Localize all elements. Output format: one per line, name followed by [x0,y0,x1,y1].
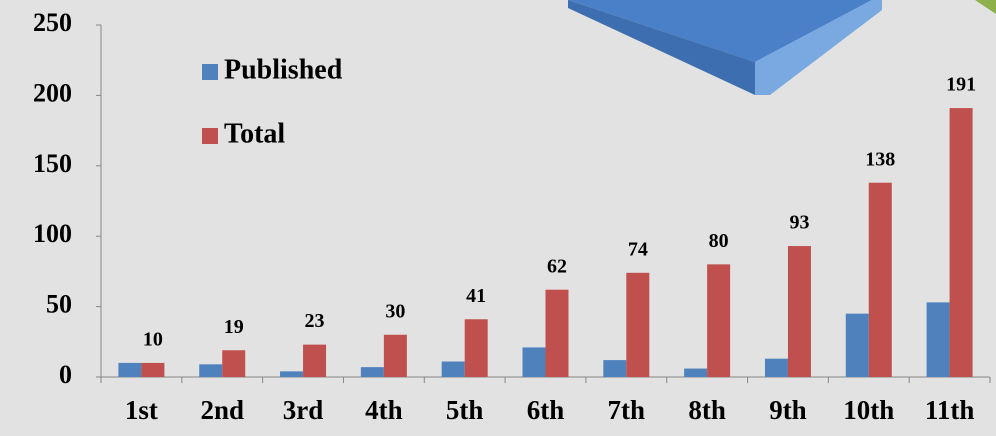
bar [765,359,788,377]
x-tick-label: 11th [925,395,975,425]
bar [684,369,707,377]
legend-swatch [202,128,218,144]
bar [546,290,569,377]
value-label: 138 [865,148,895,170]
bar [361,367,384,377]
value-label: 62 [547,255,567,277]
bar [303,345,326,377]
y-tick-label: 0 [59,360,72,389]
bar [465,319,488,377]
x-tick-label: 9th [769,395,807,425]
value-label: 10 [143,329,163,351]
bar [626,273,649,377]
x-tick-label: 5th [446,395,484,425]
y-tick-label: 100 [33,219,72,248]
value-label: 30 [385,300,405,322]
legend-swatch [202,64,218,80]
value-label: 19 [224,316,244,338]
x-tick-label: 6th [527,395,565,425]
x-tick-label: 4th [365,395,403,425]
y-tick-label: 250 [33,8,72,37]
bar [603,360,626,377]
y-tick-label: 50 [46,290,72,319]
x-tick-label: 7th [608,395,646,425]
bar [141,363,164,377]
legend-label: Total [224,118,285,149]
legend-label: Published [224,54,343,85]
chart: 0 50 100 150 200 250 1st 10 2nd 19 3rd 23 4th 30 5th 41… [0,0,996,436]
value-label: 23 [305,310,325,332]
x-tick-label: 10th [843,395,894,425]
value-label: 80 [709,230,729,252]
x-tick-label: 3rd [283,395,324,425]
value-label: 74 [628,238,648,260]
y-tick-label: 200 [33,78,72,107]
bar [118,363,141,377]
x-tick-label: 2nd [200,395,244,425]
y-tick-label: 150 [33,149,72,178]
bar [788,246,811,377]
bar [707,264,730,377]
bar [846,314,869,377]
bar [869,183,892,377]
bar [950,108,973,377]
value-label: 191 [946,74,976,96]
bar [523,347,546,377]
value-label: 93 [789,212,809,234]
x-tick-label: 1st [125,395,158,425]
x-tick-label: 8th [688,395,726,425]
bar [280,371,303,377]
value-label: 41 [466,285,486,307]
bar [442,362,465,377]
bar [384,335,407,377]
bar [927,302,950,377]
bar [199,364,222,377]
bar [222,350,245,377]
